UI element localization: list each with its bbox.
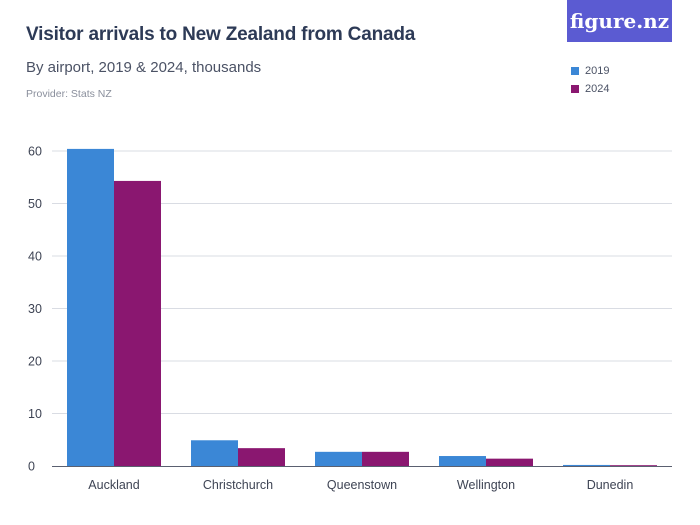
- y-tick-label-60: 60: [28, 145, 42, 159]
- bar-auckland-2024: [114, 180, 161, 467]
- bar-wellington-2024: [486, 458, 533, 466]
- bar-queenstown-2024: [362, 451, 409, 466]
- data-provider: Provider: Stats NZ: [26, 88, 112, 100]
- chart-title: Visitor arrivals to New Zealand from Can…: [26, 24, 416, 45]
- y-tick-label-10: 10: [28, 407, 42, 421]
- y-tick-label-20: 20: [28, 355, 42, 369]
- bar-christchurch-2019: [191, 440, 238, 466]
- bar-queenstown-2019: [315, 451, 362, 466]
- bar-dunedin-2019: [563, 464, 610, 466]
- y-tick-label-30: 30: [28, 302, 42, 316]
- legend-label-2024: 2024: [585, 83, 610, 95]
- legend-label-2019: 2019: [585, 65, 610, 77]
- chart-legend: 2019 2024: [571, 62, 609, 98]
- chart-subtitle: By airport, 2019 & 2024, thousands: [26, 59, 262, 76]
- figure-nz-logo[interactable]: figure.nz: [567, 0, 672, 42]
- y-tick-label-50: 50: [28, 197, 42, 211]
- bar-christchurch-2024: [238, 448, 285, 466]
- legend-swatch-2019: [571, 67, 579, 75]
- legend-swatch-2024: [571, 85, 579, 93]
- x-tick-label-wellington: Wellington: [457, 478, 515, 492]
- bar-wellington-2019: [439, 456, 486, 466]
- x-tick-label-queenstown: Queenstown: [327, 478, 397, 492]
- y-tick-label-40: 40: [28, 250, 42, 264]
- legend-item-2019: 2019: [571, 62, 609, 80]
- x-tick-label-auckland: Auckland: [88, 478, 139, 492]
- x-tick-label-dunedin: Dunedin: [587, 478, 634, 492]
- x-tick-label-christchurch: Christchurch: [203, 478, 273, 492]
- y-tick-label-0: 0: [28, 460, 35, 474]
- legend-item-2024: 2024: [571, 80, 609, 98]
- bar-auckland-2019: [67, 148, 114, 466]
- bar-dunedin-2024: [610, 465, 657, 466]
